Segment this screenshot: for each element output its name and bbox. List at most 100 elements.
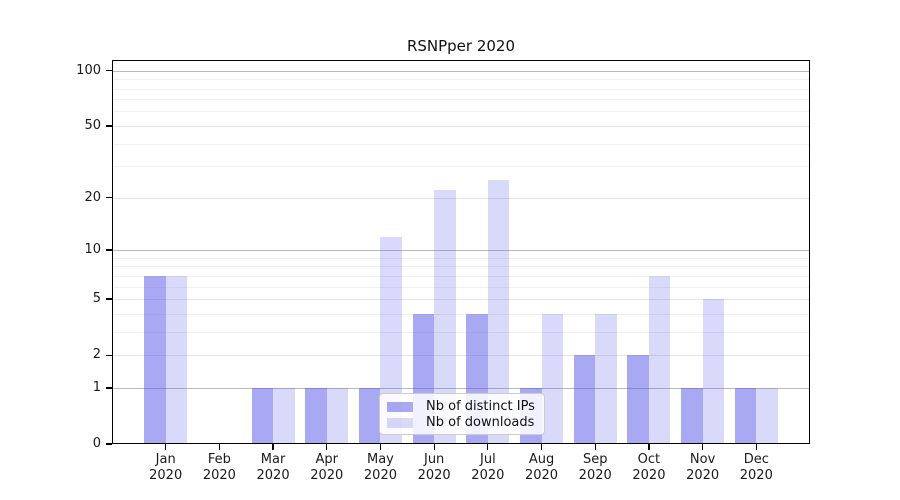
legend-label-downloads: Nb of downloads xyxy=(426,415,535,430)
x-tick-sep xyxy=(594,444,596,450)
y-tick-label-100: 100 xyxy=(76,62,101,78)
legend-swatch-distinct-ips xyxy=(387,401,413,412)
y-tick-label-0: 0 xyxy=(92,436,101,451)
x-tick-label-mar: Mar 2020 xyxy=(243,452,303,484)
x-tick-feb xyxy=(218,444,220,450)
gridline-minor-6 xyxy=(112,286,810,288)
bar-distinct-ips-may xyxy=(358,387,381,444)
bar-distinct-ips-apr xyxy=(305,387,327,444)
x-tick-month: Oct xyxy=(637,452,661,467)
x-tick-month: Jun xyxy=(423,452,445,467)
bar-downloads-jan xyxy=(165,275,188,444)
x-tick-jul xyxy=(487,444,489,450)
x-tick-year: 2020 xyxy=(739,468,773,483)
x-tick-aug xyxy=(540,444,543,450)
gridline-5 xyxy=(112,299,810,301)
x-tick-month: May xyxy=(367,452,394,467)
gridline-2 xyxy=(112,355,810,357)
gridline-100 xyxy=(112,70,810,72)
x-tick-month: Feb xyxy=(207,452,231,467)
x-tick-year: 2020 xyxy=(417,468,451,483)
x-tick-month: Aug xyxy=(528,452,555,467)
x-tick-label-may: May 2020 xyxy=(350,452,410,484)
x-tick-label-jul: Jul 2020 xyxy=(458,452,518,484)
y-tick-label-50: 50 xyxy=(84,117,101,133)
y-tick-100 xyxy=(106,70,112,72)
legend-item-downloads: Nb of downloads xyxy=(387,415,536,430)
y-tick-2 xyxy=(106,354,112,356)
x-tick-label-jun: Jun 2020 xyxy=(404,452,464,484)
x-tick-label-jan: Jan 2020 xyxy=(136,452,196,484)
bar-downloads-mar xyxy=(273,387,295,444)
bar-distinct-ips-jan xyxy=(144,275,166,444)
chart-title: RSNPper 2020 xyxy=(406,37,516,55)
gridline-minor-9 xyxy=(112,257,810,259)
y-tick-label-2: 2 xyxy=(92,347,101,363)
x-tick-label-dec: Dec 2020 xyxy=(726,452,786,484)
y-tick-label-1: 1 xyxy=(92,379,101,395)
bar-downloads-apr xyxy=(326,387,349,444)
legend: Nb of distinct IPs Nb of downloads xyxy=(379,393,545,435)
x-tick-dec xyxy=(755,444,757,450)
gridline-minor-7 xyxy=(112,275,810,277)
bar-downloads-nov xyxy=(702,299,725,444)
legend-item-distinct-ips: Nb of distinct IPs xyxy=(387,399,536,414)
x-tick-year: 2020 xyxy=(524,468,559,483)
x-tick-year: 2020 xyxy=(363,468,397,483)
x-tick-month: Jul xyxy=(480,452,496,467)
bar-downloads-oct xyxy=(648,275,671,444)
legend-swatch-downloads xyxy=(387,417,413,428)
x-tick-mar xyxy=(272,444,274,450)
x-tick-label-oct: Oct 2020 xyxy=(619,452,679,484)
gridline-minor-60 xyxy=(112,111,810,113)
bar-distinct-ips-nov xyxy=(681,387,703,444)
bar-downloads-may xyxy=(380,236,402,444)
y-tick-0 xyxy=(106,443,112,445)
x-tick-year: 2020 xyxy=(149,468,183,483)
x-tick-year: 2020 xyxy=(256,468,290,483)
gridline-minor-40 xyxy=(112,143,810,145)
x-tick-label-aug: Aug 2020 xyxy=(512,452,572,484)
y-tick-label-10: 10 xyxy=(84,242,101,258)
x-tick-year: 2020 xyxy=(578,468,612,483)
x-tick-month: Sep xyxy=(582,452,608,467)
y-tick-1 xyxy=(106,387,112,389)
gridline-minor-8 xyxy=(112,266,810,268)
x-tick-year: 2020 xyxy=(202,468,236,483)
gridline-minor-90 xyxy=(112,79,810,81)
gridline-20 xyxy=(112,197,810,199)
gridline-minor-4 xyxy=(112,313,810,315)
x-tick-label-feb: Feb 2020 xyxy=(189,452,249,484)
bar-distinct-ips-mar xyxy=(251,387,274,444)
bar-distinct-ips-oct xyxy=(627,355,649,444)
x-tick-month: Nov xyxy=(689,452,716,467)
y-tick-10 xyxy=(106,249,112,251)
bar-downloads-aug xyxy=(541,313,564,444)
x-tick-jun xyxy=(433,444,435,450)
plot-area xyxy=(112,60,810,444)
plot-border xyxy=(112,60,810,444)
x-tick-label-sep: Sep 2020 xyxy=(565,452,625,484)
gridline-minor-70 xyxy=(112,99,810,101)
x-tick-nov xyxy=(702,444,704,450)
x-tick-month: Apr xyxy=(315,452,339,467)
x-tick-year: 2020 xyxy=(632,468,666,483)
gridline-50 xyxy=(112,125,810,127)
x-tick-may xyxy=(379,444,382,450)
y-tick-5 xyxy=(106,298,112,300)
y-tick-label-20: 20 xyxy=(84,189,101,205)
gridline-minor-80 xyxy=(112,88,810,90)
x-tick-oct xyxy=(648,444,650,450)
x-tick-label-apr: Apr 2020 xyxy=(297,452,357,484)
bar-downloads-jul xyxy=(487,180,510,444)
y-tick-20 xyxy=(106,197,112,199)
y-tick-label-5: 5 xyxy=(92,291,101,307)
x-tick-month: Dec xyxy=(743,452,769,467)
bar-downloads-dec xyxy=(756,387,778,444)
x-tick-year: 2020 xyxy=(310,468,344,483)
x-tick-month: Mar xyxy=(260,452,286,467)
gridline-10 xyxy=(112,250,810,252)
x-tick-year: 2020 xyxy=(686,468,720,483)
x-tick-apr xyxy=(326,444,328,450)
